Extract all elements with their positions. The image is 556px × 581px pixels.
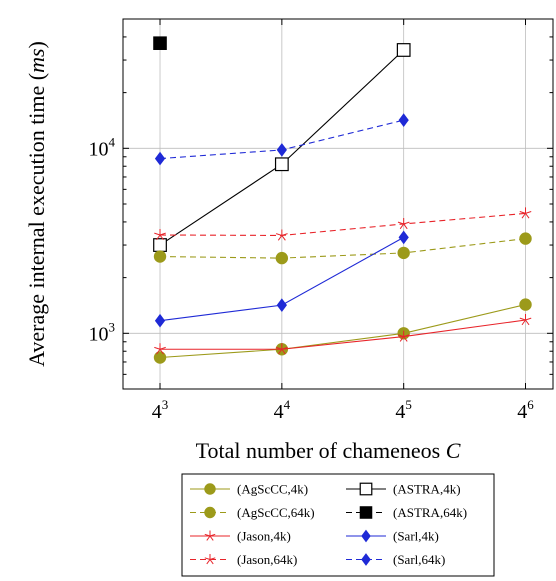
legend-label: (ASTRA,4k) xyxy=(393,482,461,497)
legend-entry-sarl-4k: (Sarl,4k) xyxy=(346,529,439,544)
legend-marker xyxy=(204,506,216,519)
legend-label: (Jason,4k) xyxy=(237,529,291,544)
x-tick-label: 44 xyxy=(274,397,291,423)
data-point xyxy=(519,207,532,219)
series-line xyxy=(160,212,526,237)
legend-marker xyxy=(204,530,216,541)
legend-label: (AgScCC,4k) xyxy=(237,482,308,497)
tick-layer: 43 44 45 46 103 104 xyxy=(89,18,553,423)
data-point xyxy=(275,251,289,265)
legend-entry-agsccc-64k: (AgScCC,64k) xyxy=(190,505,315,520)
legend-label: (ASTRA,64k) xyxy=(393,505,467,520)
data-point xyxy=(519,314,532,326)
series-astra-64k xyxy=(153,36,167,50)
grid xyxy=(123,19,553,389)
x-tick-label: 45 xyxy=(395,397,412,423)
legend-marker xyxy=(359,482,373,496)
legend-marker xyxy=(204,483,216,495)
data-point xyxy=(397,217,410,230)
legend-entry-jason-4k: (Jason,4k) xyxy=(190,529,291,544)
legend-entry-agsccc-4k: (AgScCC,4k) xyxy=(190,482,308,497)
series-sarl-64k xyxy=(154,113,409,166)
data-point xyxy=(398,230,409,245)
data-point xyxy=(519,232,532,245)
data-point xyxy=(153,351,167,364)
data-point xyxy=(274,157,289,172)
legend-entry-astra-4k: (ASTRA,4k) xyxy=(346,482,461,497)
y-tick-label: 103 xyxy=(89,319,116,345)
legend-label: (Sarl,4k) xyxy=(393,529,439,544)
legend-label: (AgScCC,64k) xyxy=(237,505,315,520)
legend-marker xyxy=(361,553,371,566)
series-agsccc-64k xyxy=(153,232,532,265)
data-point xyxy=(397,330,410,342)
data-point xyxy=(154,228,166,241)
data-point xyxy=(275,229,288,241)
data-point xyxy=(275,343,288,355)
legend-entry-astra-64k: (ASTRA,64k) xyxy=(346,505,467,520)
legend-label: (Jason,64k) xyxy=(237,552,297,567)
series-layer xyxy=(153,36,532,364)
legend-marker xyxy=(361,529,371,543)
data-point xyxy=(276,143,287,157)
series-astra-4k xyxy=(153,43,411,252)
series-agsccc-4k xyxy=(153,298,532,364)
y-axis-title: Average internal execution time (ms) xyxy=(24,41,49,367)
data-point xyxy=(153,250,167,263)
y-tick-label: 104 xyxy=(89,134,116,160)
data-point xyxy=(154,313,166,328)
series-line xyxy=(159,304,526,359)
x-tick-label: 43 xyxy=(152,397,169,423)
series-jason-4k xyxy=(154,314,532,355)
legend-box xyxy=(181,473,495,577)
data-point xyxy=(396,43,411,57)
data-point xyxy=(154,151,166,166)
legend: (AgScCC,4k) (ASTRA,4k) (AgScCC,64k) (ASTRA,… xyxy=(181,473,495,577)
series-jason-64k xyxy=(154,207,532,241)
data-point xyxy=(519,298,532,311)
data-point xyxy=(276,298,287,312)
legend-marker xyxy=(359,506,373,519)
series-line xyxy=(160,238,526,259)
legend-entry-jason-64k: (Jason,64k) xyxy=(190,552,297,567)
x-axis-title: Total number of chameneos C xyxy=(196,438,461,463)
data-point xyxy=(153,238,167,252)
data-point xyxy=(397,246,410,260)
data-point xyxy=(398,113,409,127)
legend-entry-sarl-64k: (Sarl,64k) xyxy=(346,552,445,567)
data-point xyxy=(153,36,167,50)
x-tick-label: 46 xyxy=(517,397,534,423)
legend-label: (Sarl,64k) xyxy=(393,552,445,567)
series-sarl-4k xyxy=(154,230,409,328)
data-point xyxy=(154,343,166,355)
legend-marker xyxy=(204,554,216,565)
series-line xyxy=(160,319,526,350)
